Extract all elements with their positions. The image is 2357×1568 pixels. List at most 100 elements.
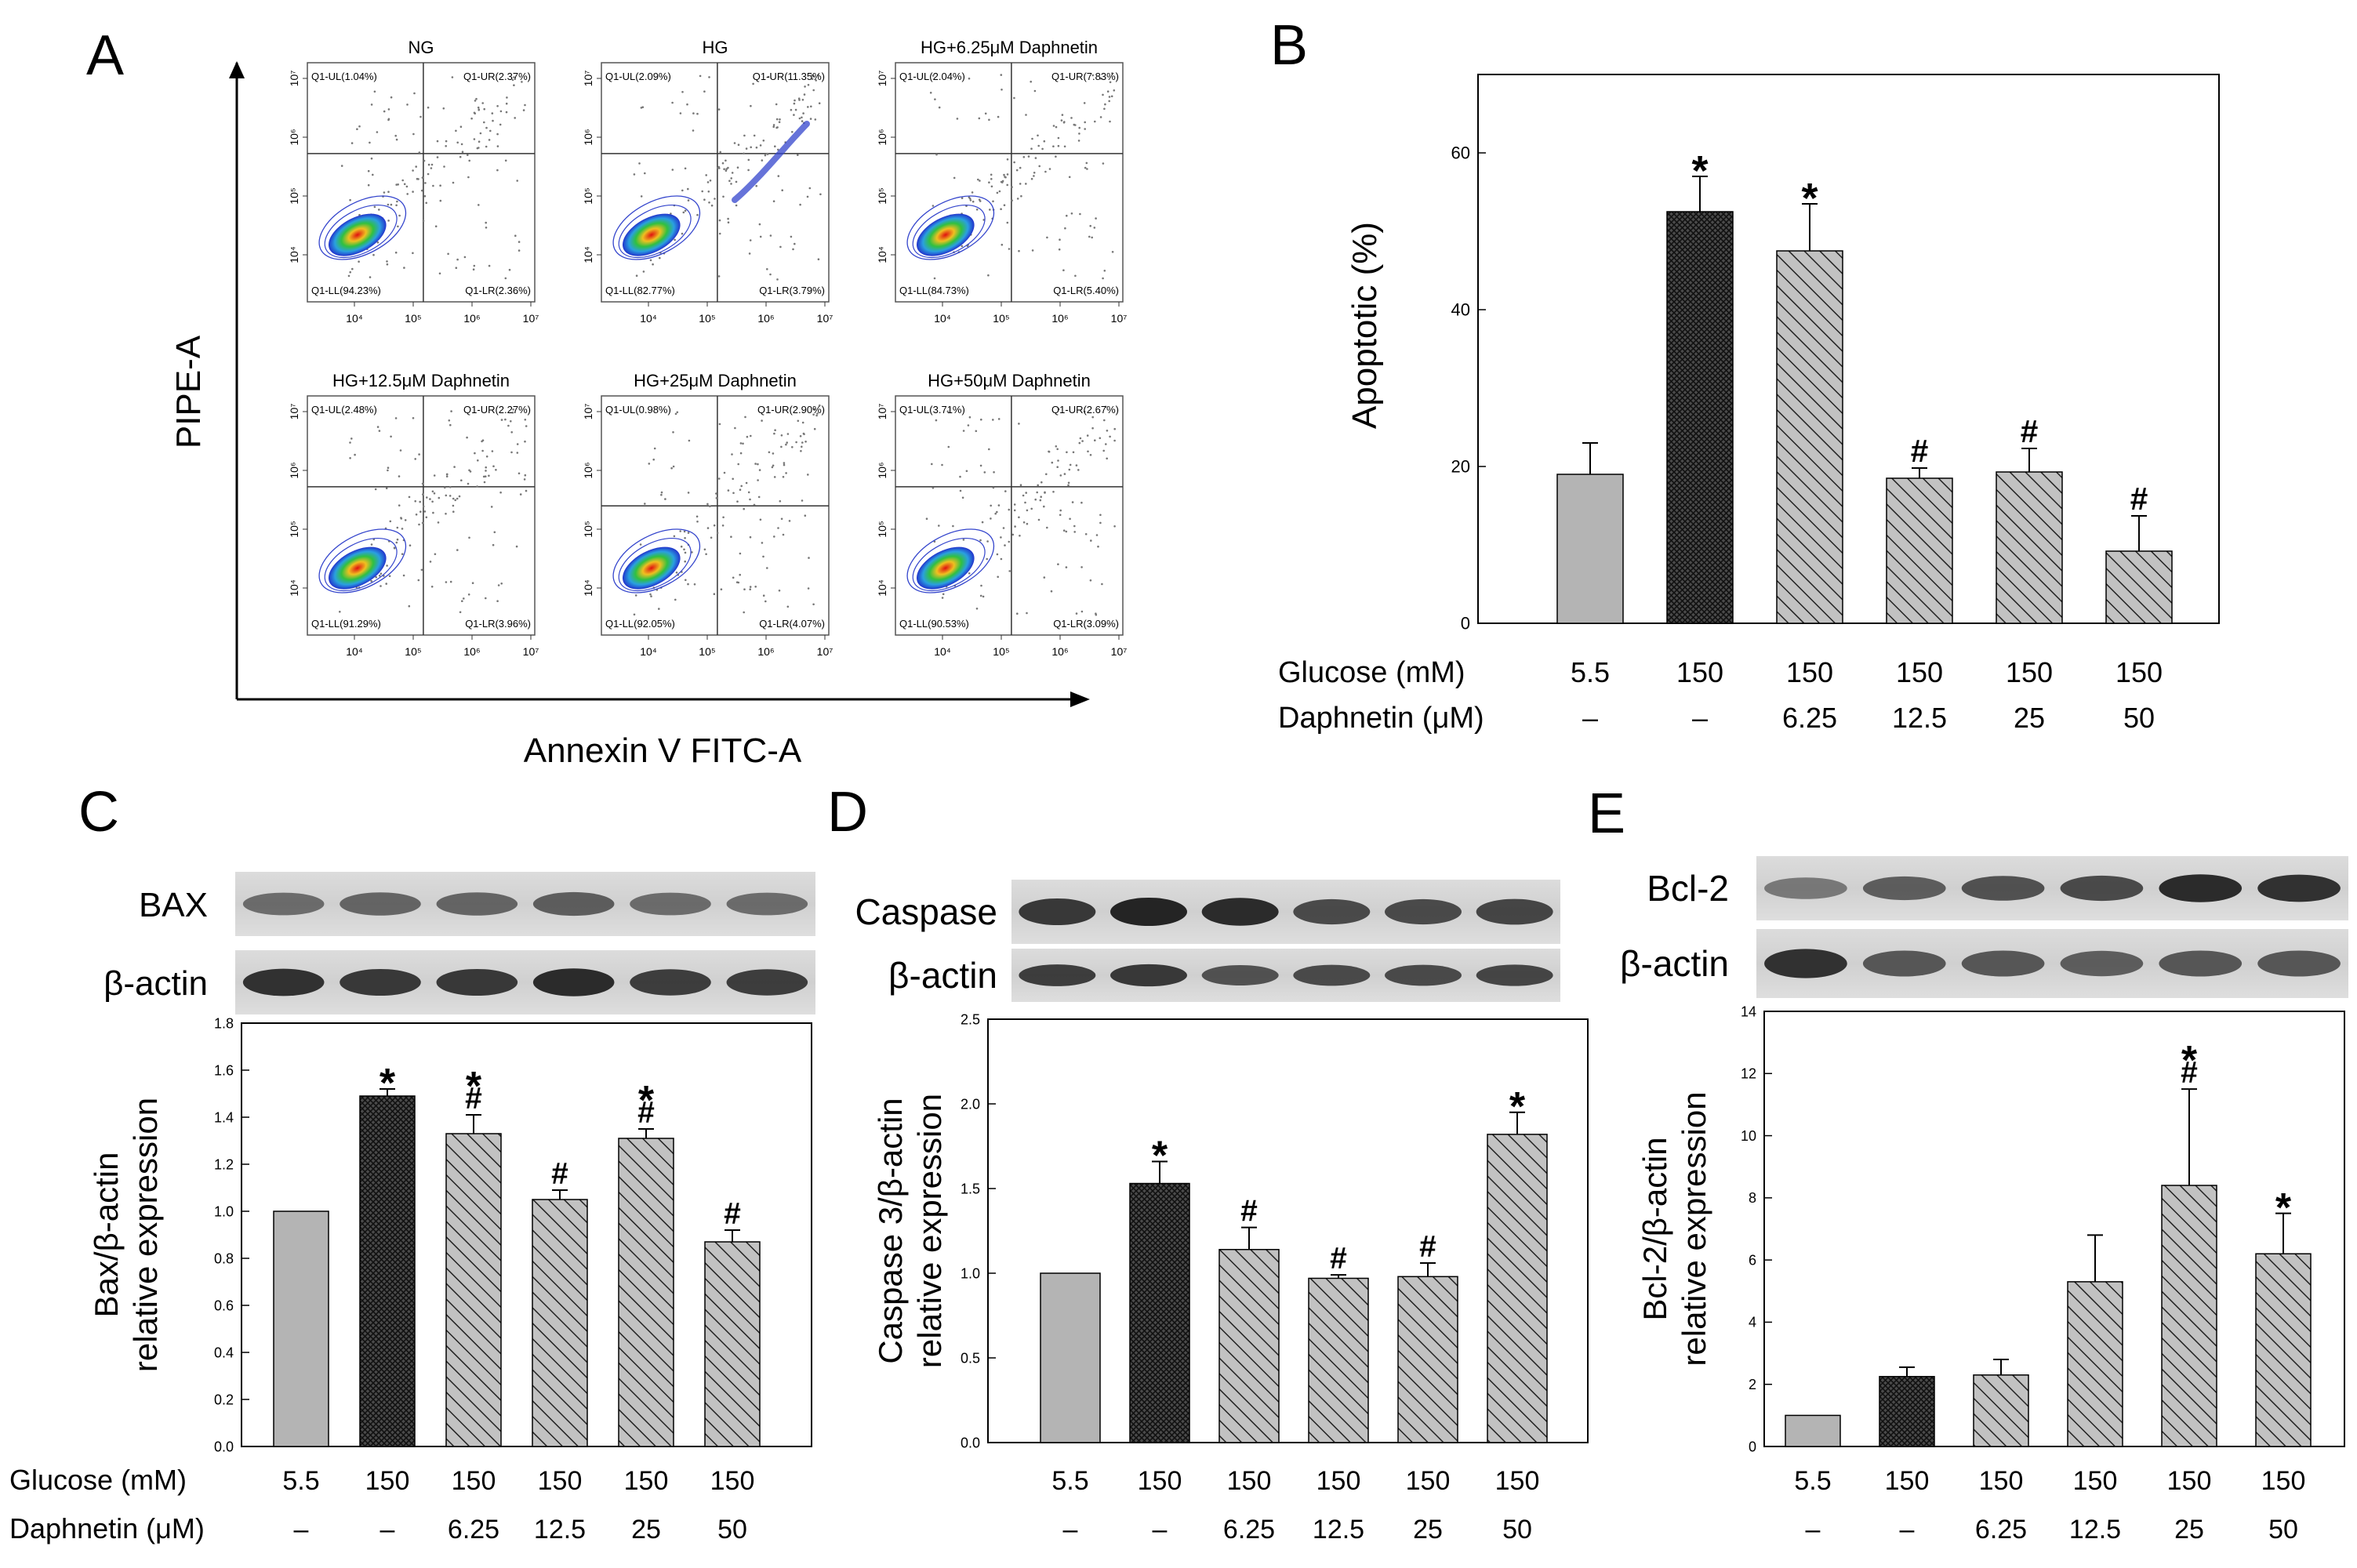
quadrant-ul-label: Q1-UL(0.98%)	[605, 404, 671, 416]
scatter-dot	[766, 567, 768, 569]
contour-ring	[906, 195, 995, 260]
scatter-dot	[471, 582, 474, 584]
scatter-dot	[1013, 161, 1015, 164]
scatter-dot	[523, 478, 526, 481]
scatter-dot	[1030, 177, 1033, 180]
y-tick-label: 10⁵	[288, 521, 300, 537]
scatter-dot	[710, 204, 714, 207]
scatter-dot	[797, 154, 799, 156]
daphnetin-value: –	[1063, 1515, 1078, 1544]
scatter-dot	[1057, 408, 1060, 411]
scatter-dot	[758, 223, 761, 226]
scatter-dot	[990, 178, 993, 180]
glucose-value: 150	[1406, 1466, 1451, 1496]
scatter-dot	[979, 200, 982, 202]
scatter-dot	[1077, 469, 1080, 471]
scatter-dot	[466, 436, 468, 439]
scatter-dot	[388, 575, 391, 578]
scatter-dot	[648, 463, 651, 465]
quadrant-ll-label: Q1-LL(90.53%)	[899, 618, 969, 630]
daphnetin-value: 25	[2014, 702, 2045, 734]
contour-ring	[324, 537, 398, 592]
scatter-dot	[774, 145, 776, 147]
scatter-dot	[444, 486, 446, 489]
scatter-dot	[671, 169, 674, 171]
scatter-dot	[1034, 157, 1037, 159]
scatter-dot	[1006, 221, 1009, 224]
scatter-dot	[807, 84, 810, 86]
scatter-dot	[403, 267, 405, 269]
quadrant-ul-label: Q1-UL(2.09%)	[605, 71, 671, 82]
scatter-dot	[683, 548, 685, 551]
glucose-value: 5.5	[282, 1466, 319, 1496]
scatter-dot	[1022, 156, 1026, 158]
y-tick-label: 10⁶	[582, 462, 594, 478]
scatter-dot	[1074, 274, 1077, 278]
blot-band	[1201, 898, 1279, 926]
scatter-dot	[358, 125, 361, 128]
scatter-dot	[1002, 527, 1005, 529]
blot-band	[630, 969, 711, 996]
glucose-value: 150	[1979, 1466, 2024, 1496]
x-tick-label: 10⁴	[346, 645, 363, 658]
significance-star: *	[638, 1078, 655, 1123]
scatter-dot	[512, 408, 514, 411]
scatter-dot	[472, 268, 475, 271]
scatter-dot	[935, 419, 938, 422]
scatter-dot	[398, 214, 401, 217]
scatter-dot	[1050, 590, 1053, 593]
scatter-dot	[979, 464, 982, 467]
scatter-dot	[732, 576, 735, 579]
scatter-dot	[474, 100, 477, 102]
blot-label: BAX	[139, 886, 208, 924]
scatter-dot	[791, 131, 794, 133]
scatter-dot	[737, 581, 740, 584]
scatter-dot	[1037, 518, 1040, 521]
scatter-dot	[772, 464, 775, 467]
scatter-dot	[434, 225, 438, 228]
scatter-dot	[750, 104, 752, 107]
quadrant-ul-label: Q1-UL(2.48%)	[311, 404, 377, 416]
scatter-dot	[370, 157, 373, 160]
scatter-dot	[692, 112, 695, 114]
scatter-dot	[1099, 437, 1102, 440]
scatter-dot	[812, 413, 815, 416]
quadrant-ur-label: Q1-UR(2.37%)	[463, 71, 531, 82]
scatter-dot	[1048, 450, 1050, 453]
scatter-dot	[1055, 445, 1058, 448]
blot-band	[1019, 898, 1096, 926]
daphnetin-value: 12.5	[534, 1515, 586, 1544]
scatter-dot	[671, 101, 674, 104]
scatter-dot	[766, 268, 768, 270]
scatter-dot	[959, 475, 961, 478]
scatter-dot	[412, 132, 415, 136]
bar	[2161, 1185, 2217, 1447]
scatter-dot	[1043, 505, 1045, 508]
scatter-dot	[398, 475, 401, 477]
bar	[1308, 1277, 1369, 1443]
scatter-dot	[747, 169, 750, 172]
bar	[1487, 1134, 1548, 1443]
scatter-dot	[386, 263, 389, 266]
scatter-dot	[479, 132, 482, 135]
scatter-dot	[718, 219, 721, 222]
scatter-dot	[456, 549, 459, 551]
scatter-dot	[1041, 147, 1044, 151]
scatter-dot	[812, 603, 815, 606]
scatter-dot	[467, 154, 469, 156]
scatter-dot	[478, 204, 480, 206]
scatter-dot	[1099, 116, 1102, 118]
scatter-dot	[485, 466, 487, 469]
scatter-dot	[463, 597, 465, 600]
scatter-dot	[432, 184, 434, 187]
scatter-dot	[753, 503, 756, 506]
scatter-dot	[1075, 464, 1078, 466]
scatter-dot	[463, 256, 467, 259]
scatter-dot	[1019, 535, 1021, 537]
daphnetin-value: 6.25	[1223, 1515, 1275, 1544]
scatter-dot	[743, 611, 745, 614]
contour-ring	[912, 204, 986, 259]
scatter-dot	[736, 166, 739, 169]
scatter-dot	[445, 145, 447, 147]
scatter-dot	[477, 106, 480, 109]
